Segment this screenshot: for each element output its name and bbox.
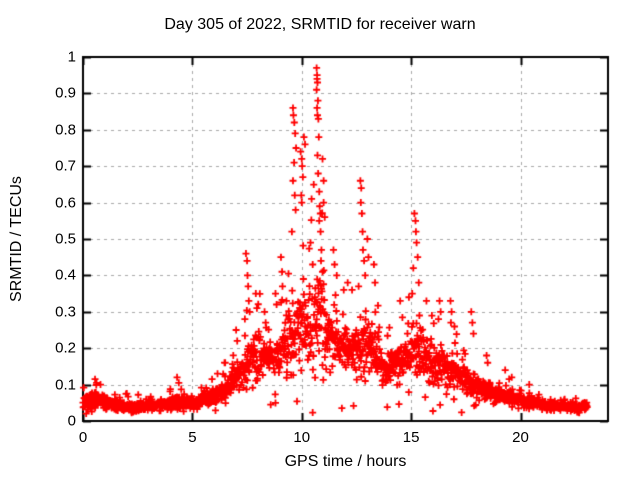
y-tick-label: 0.4: [55, 266, 76, 284]
y-tick-label: 0.7: [55, 157, 76, 175]
x-tick-label: 5: [188, 429, 197, 446]
y-tick-label: 0: [67, 412, 76, 430]
y-tick-label: 0.3: [55, 303, 76, 321]
y-tick-label: 0.5: [55, 230, 76, 248]
y-tick-label: 0.6: [55, 194, 76, 212]
y-tick-label: 1: [67, 48, 76, 66]
y-tick-label: 0.1: [55, 376, 76, 394]
chart-title: Day 305 of 2022, SRMTID for receiver war…: [164, 16, 476, 33]
y-tick-label: 0.9: [55, 84, 76, 102]
x-tick-label: 15: [402, 429, 420, 446]
x-tick-label: 20: [512, 429, 529, 446]
x-tick-label: 10: [293, 429, 311, 446]
y-tick-label: 0.2: [55, 339, 76, 357]
x-tick-label: 0: [78, 429, 88, 446]
y-tick-label: 0.8: [55, 121, 76, 139]
x-axis-label: GPS time / hours: [284, 453, 407, 470]
